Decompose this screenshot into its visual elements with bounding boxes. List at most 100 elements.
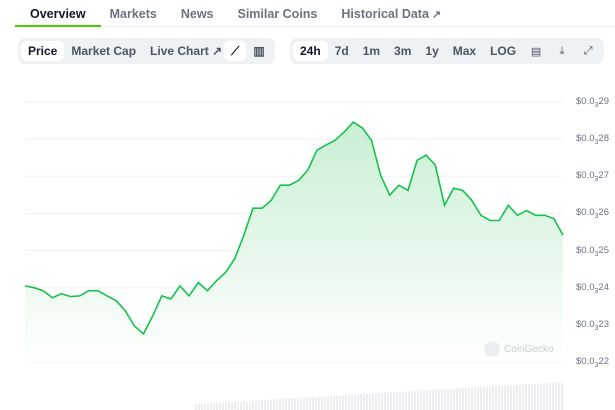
volume-bar	[231, 401, 233, 410]
expand-icon[interactable]: ⤢	[583, 44, 593, 57]
volume-bar	[420, 390, 422, 410]
volume-bar	[252, 400, 254, 410]
volume-bar	[318, 396, 320, 410]
volume-bar	[399, 391, 401, 410]
gecko-logo-icon	[484, 341, 500, 357]
volume-bar	[558, 382, 560, 410]
chart-type-group: ⟋ ▥	[221, 38, 275, 64]
volume-bar	[414, 390, 416, 410]
volume-bar	[375, 393, 377, 410]
volume-bar	[393, 392, 395, 410]
volume-bar	[453, 388, 455, 410]
volume-bar	[327, 396, 329, 410]
volume-bar	[321, 396, 323, 410]
volume-bar	[333, 395, 335, 410]
line-chart-icon[interactable]: ⟋	[224, 41, 247, 61]
volume-bar	[381, 392, 383, 410]
tab-historical-data[interactable]: Historical Data ↗	[341, 7, 442, 21]
range-7d[interactable]: 7d	[334, 44, 349, 58]
volume-bar	[285, 398, 287, 410]
volume-bar	[339, 395, 341, 410]
volume-bar	[279, 398, 281, 410]
volume-bar	[297, 397, 299, 410]
volume-bar	[432, 389, 434, 410]
range-group: 24h 7d 1m 3m 1y Max LOG ▤ ⤓ ⤢	[290, 38, 605, 64]
download-icon[interactable]: ⤓	[559, 44, 565, 57]
volume-bar	[294, 398, 296, 410]
volume-bar	[348, 394, 350, 410]
volume-bar	[522, 384, 524, 410]
volume-bar	[204, 403, 206, 410]
volume-bar	[477, 387, 479, 410]
volume-bar	[342, 395, 344, 410]
volume-bar	[366, 393, 368, 410]
candlestick-chart-icon[interactable]: ▥	[253, 44, 265, 58]
volume-bar	[426, 390, 428, 410]
volume-bar	[249, 400, 251, 410]
volume-bar	[225, 402, 227, 410]
volume-bar	[237, 401, 239, 410]
volume-bar	[300, 397, 302, 410]
volume-bar	[423, 390, 425, 410]
range-3m[interactable]: 3m	[394, 44, 412, 58]
tab-news[interactable]: News	[180, 7, 214, 21]
range-max[interactable]: Max	[452, 44, 477, 58]
tab-similar-coins[interactable]: Similar Coins	[237, 7, 318, 21]
volume-bar	[390, 392, 392, 410]
volume-bar	[273, 399, 275, 410]
range-log[interactable]: LOG	[490, 44, 517, 58]
range-1m[interactable]: 1m	[362, 44, 381, 58]
volume-bar	[276, 399, 278, 410]
volume-bar	[246, 400, 248, 410]
volume-bar	[264, 399, 266, 410]
volume-bar	[510, 385, 512, 410]
range-1y[interactable]: 1y	[425, 44, 439, 58]
volume-bar	[315, 396, 317, 410]
y-tick-label: $0.0329	[576, 96, 609, 109]
volume-bar	[462, 388, 464, 410]
volume-bar	[429, 390, 431, 410]
volume-bar	[408, 391, 410, 410]
volume-bar	[480, 386, 482, 410]
range-24h[interactable]: 24h	[293, 41, 328, 61]
price-area	[25, 122, 563, 362]
metric-price[interactable]: Price	[21, 41, 65, 61]
volume-bar	[234, 401, 236, 410]
tab-markets[interactable]: Markets	[109, 7, 157, 21]
volume-bar	[384, 392, 386, 410]
volume-bar	[258, 400, 260, 410]
external-link-icon: ↗	[208, 44, 223, 58]
volume-bar	[198, 403, 200, 410]
volume-bar	[552, 382, 554, 410]
volume-bar	[303, 397, 305, 410]
volume-bar	[492, 386, 494, 410]
volume-bar	[450, 388, 452, 410]
volume-bar	[549, 382, 551, 410]
calendar-icon[interactable]: ▤	[530, 45, 542, 58]
volume-bar	[261, 400, 263, 410]
metric-live-chart[interactable]: Live Chart ↗	[150, 44, 223, 58]
volume-bar	[222, 402, 224, 410]
metric-group: Price Market Cap Live Chart ↗	[18, 38, 233, 64]
volume-bar	[465, 387, 467, 410]
volume-bar	[372, 393, 374, 410]
volume-bar	[396, 391, 398, 410]
volume-bar	[402, 391, 404, 410]
price-line	[24, 121, 564, 336]
volume-bar	[531, 383, 533, 410]
tab-overview[interactable]: Overview	[15, 0, 101, 27]
volume-bar	[555, 382, 557, 410]
volume-bar	[354, 394, 356, 410]
volume-bar	[516, 384, 518, 410]
volume-bar	[210, 403, 212, 410]
volume-bar	[456, 388, 458, 410]
volume-bar	[504, 385, 506, 410]
metric-market-cap[interactable]: Market Cap	[71, 44, 137, 58]
tab-bar: Overview Markets News Similar Coins Historic…	[15, 0, 615, 27]
volume-bar	[489, 386, 491, 410]
volume-bar	[507, 385, 509, 410]
volume-bar	[561, 382, 563, 410]
volume-bar	[312, 397, 314, 410]
volume-bar	[417, 390, 419, 410]
